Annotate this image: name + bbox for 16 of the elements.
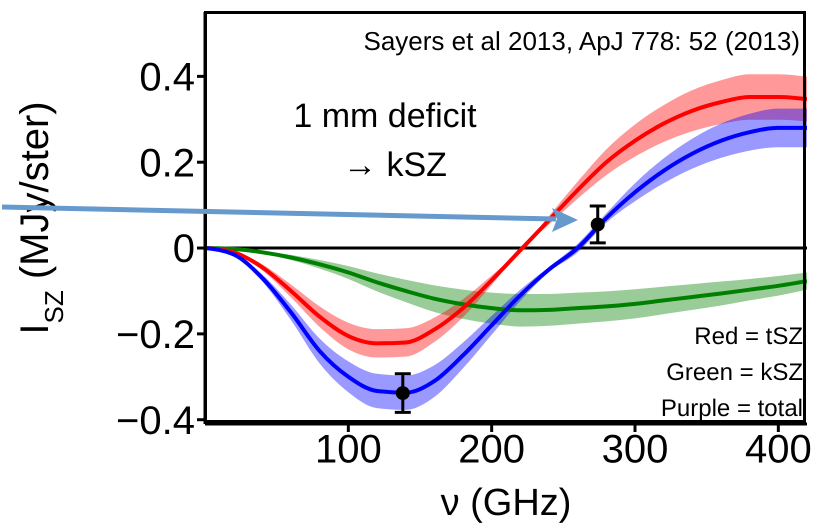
x-tick-label: 300 [602, 427, 668, 472]
y-tick-label: 0 [172, 227, 195, 272]
annotation: Sayers et al 2013, ApJ 778: 52 (2013) [363, 26, 800, 56]
annotation: → kSZ [343, 146, 447, 184]
x-axis-title: ν (GHz) [440, 482, 572, 524]
x-tick-label: 400 [744, 427, 812, 472]
annotation: Red = tSZ [694, 323, 803, 350]
x-tick-label: 200 [458, 427, 526, 472]
y-tick-label: −0.4 [116, 398, 195, 443]
annotation: 1 mm deficit [293, 97, 478, 135]
y-tick-label: 0.4 [139, 56, 195, 100]
y-tick-label: −0.2 [116, 313, 195, 358]
y-tick-label: 0.2 [139, 141, 195, 186]
annotation: Purple = total [660, 395, 803, 422]
annotation: Green = kSZ [666, 359, 803, 386]
x-tick-label: 100 [314, 427, 382, 472]
